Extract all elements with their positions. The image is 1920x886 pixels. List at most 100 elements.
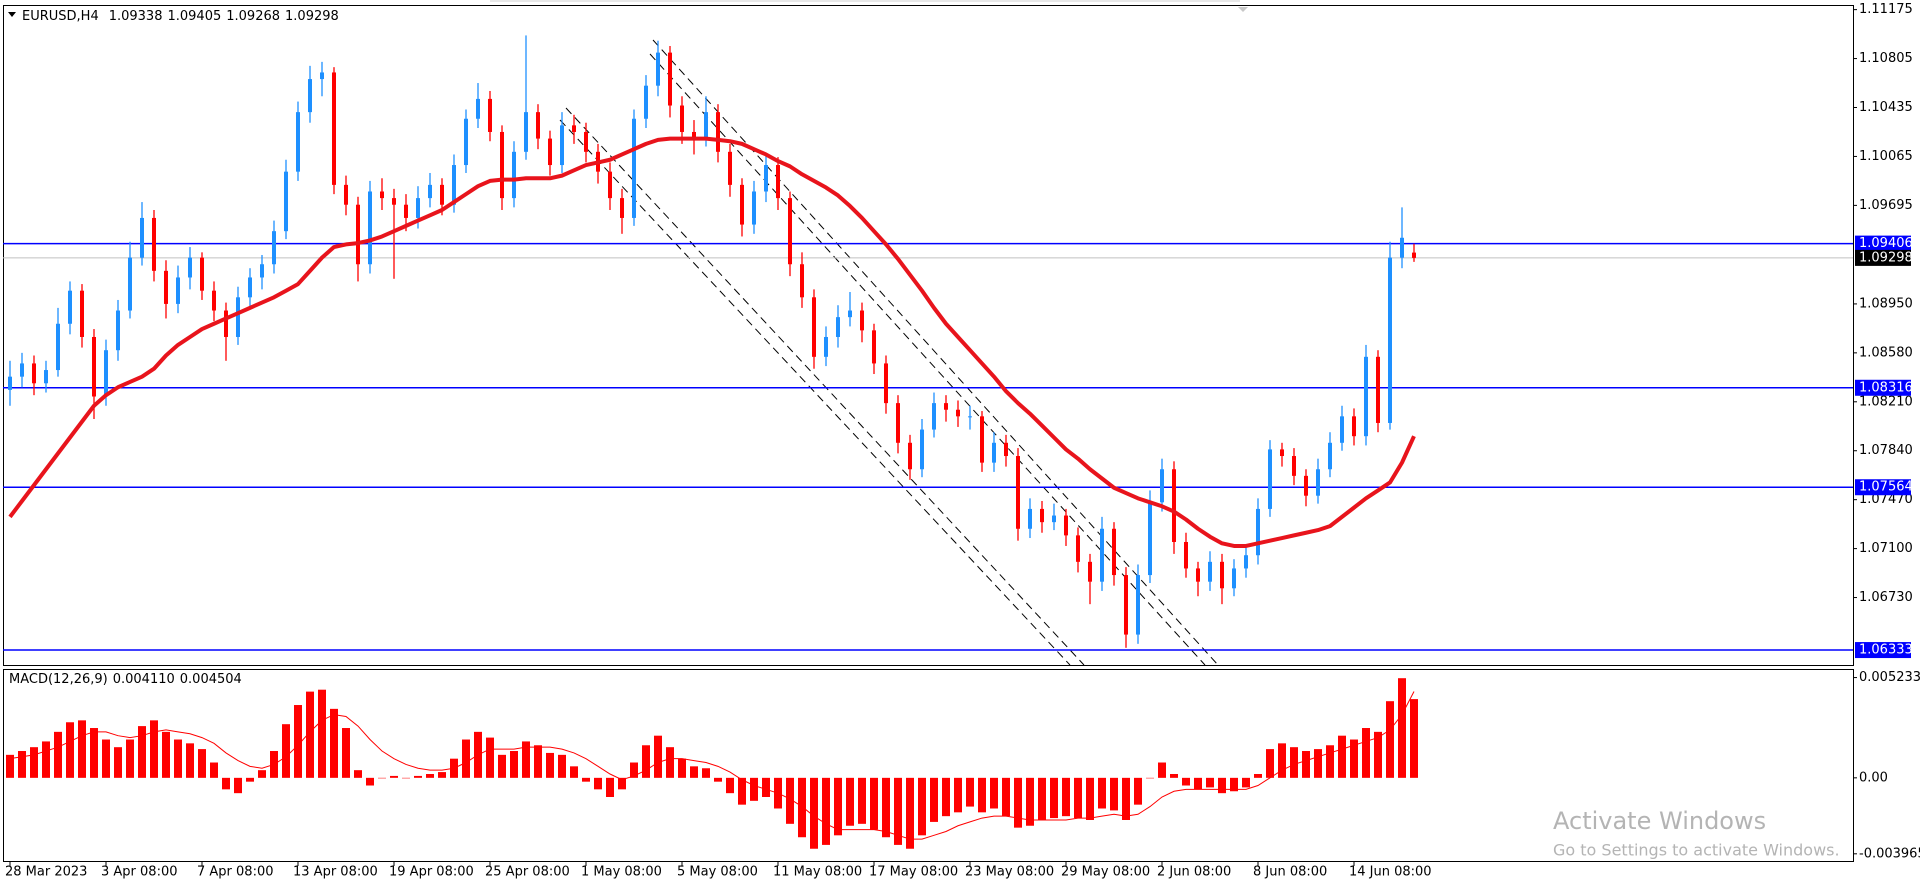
macd-bar xyxy=(1110,777,1118,811)
macd-bar xyxy=(594,777,602,790)
candle-body xyxy=(1328,442,1332,470)
macd-bar xyxy=(66,722,74,778)
macd-bar xyxy=(162,731,170,778)
macd-bar xyxy=(750,777,758,801)
macd-bar xyxy=(186,743,194,778)
candle-body xyxy=(776,165,780,199)
x-tick-label: 2 Jun 08:00 xyxy=(1157,865,1231,880)
indicator-title: MACD(12,26,9) xyxy=(9,672,108,687)
candle-body xyxy=(896,403,900,443)
y-tick-label: 1.08580 xyxy=(1859,345,1913,360)
candle-body xyxy=(164,270,168,304)
candle-body xyxy=(1028,508,1032,529)
x-tick-label: 7 Apr 08:00 xyxy=(197,865,274,880)
macd-bar xyxy=(1158,762,1166,778)
candle-body xyxy=(1208,561,1212,582)
candle-body xyxy=(500,131,504,199)
macd-bar xyxy=(810,777,818,849)
macd-bar xyxy=(618,777,626,790)
macd-bar xyxy=(138,726,146,778)
candle-body xyxy=(1196,568,1200,582)
indicator-signal: 0.004504 xyxy=(180,672,242,687)
macd-bar xyxy=(498,754,506,778)
candle-body xyxy=(1364,356,1368,437)
macd-bar xyxy=(1086,777,1094,820)
macd-bar xyxy=(222,777,230,790)
quote-open: 1.09338 xyxy=(109,9,163,24)
macd-bar xyxy=(966,777,974,807)
candle-body xyxy=(368,191,372,265)
candle-body xyxy=(656,52,660,86)
macd-bar xyxy=(1254,774,1262,778)
level-label-box xyxy=(1855,379,1911,396)
macd-bar xyxy=(1290,747,1298,778)
candle-body xyxy=(428,184,432,199)
level-label: 1.07564 xyxy=(1859,480,1913,495)
macd-bar xyxy=(1002,777,1010,817)
candle-body xyxy=(536,112,540,139)
candle-body xyxy=(572,125,576,132)
candle-body xyxy=(704,112,708,139)
x-tick-label: 28 Mar 2023 xyxy=(5,865,87,880)
macd-bar xyxy=(54,731,62,778)
candle-body xyxy=(476,98,480,119)
candle-body xyxy=(1076,535,1080,562)
candle-body xyxy=(908,442,912,470)
macd-bar xyxy=(390,775,398,778)
candle-body xyxy=(1316,469,1320,496)
quote-low: 1.09268 xyxy=(226,9,280,24)
macd-bar xyxy=(114,747,122,778)
macd-bar xyxy=(906,777,914,849)
candle-body xyxy=(1016,456,1020,529)
candle-body xyxy=(236,297,240,337)
macd-bar xyxy=(462,739,470,778)
candle-body xyxy=(1172,469,1176,542)
candle-body xyxy=(920,429,924,470)
candle-body xyxy=(1112,528,1116,576)
watermark-title: Activate Windows xyxy=(1553,807,1766,835)
macd-bar xyxy=(990,777,998,809)
macd-bar xyxy=(354,770,362,778)
macd-bar xyxy=(726,777,734,794)
macd-bar xyxy=(1194,777,1202,790)
macd-bar xyxy=(18,751,26,778)
candle-body xyxy=(1352,416,1356,437)
macd-bar xyxy=(870,777,878,830)
x-tick-label: 29 May 08:00 xyxy=(1061,865,1150,880)
menu-arrow[interactable] xyxy=(8,12,16,17)
candle-body xyxy=(1376,356,1380,423)
candle-body xyxy=(584,131,588,152)
candle-body xyxy=(320,72,324,80)
x-tick-label: 25 Apr 08:00 xyxy=(485,865,570,880)
macd-bar xyxy=(1302,751,1310,778)
macd-bar xyxy=(1134,777,1142,805)
level-label: 1.08316 xyxy=(1859,380,1913,395)
macd-bar xyxy=(834,777,842,836)
candle-body xyxy=(404,204,408,218)
macd-bar xyxy=(534,745,542,778)
macd-bar xyxy=(1278,743,1286,778)
macd-bar xyxy=(438,772,446,778)
x-tick-label: 5 May 08:00 xyxy=(677,865,758,880)
candle-body xyxy=(416,198,420,218)
candle-body xyxy=(1256,508,1260,556)
candle-body xyxy=(560,125,564,166)
candle-body xyxy=(512,151,516,199)
candle-body xyxy=(728,151,732,185)
macd-bar xyxy=(414,775,422,778)
macd-bar xyxy=(1242,777,1250,788)
macd-bar xyxy=(1026,777,1034,826)
macd-bar xyxy=(258,770,266,778)
macd-bar xyxy=(1050,777,1058,819)
candle-body xyxy=(668,52,672,106)
macd-bar xyxy=(1074,777,1082,819)
macd-bar xyxy=(546,752,554,778)
x-tick-label: 3 Apr 08:00 xyxy=(101,865,178,880)
macd-panel-frame xyxy=(3,669,1854,862)
candle-body xyxy=(956,409,960,417)
macd-bar xyxy=(1230,777,1238,792)
macd-bar xyxy=(330,708,338,778)
candle-body xyxy=(1388,257,1392,423)
candle-body xyxy=(644,85,648,119)
